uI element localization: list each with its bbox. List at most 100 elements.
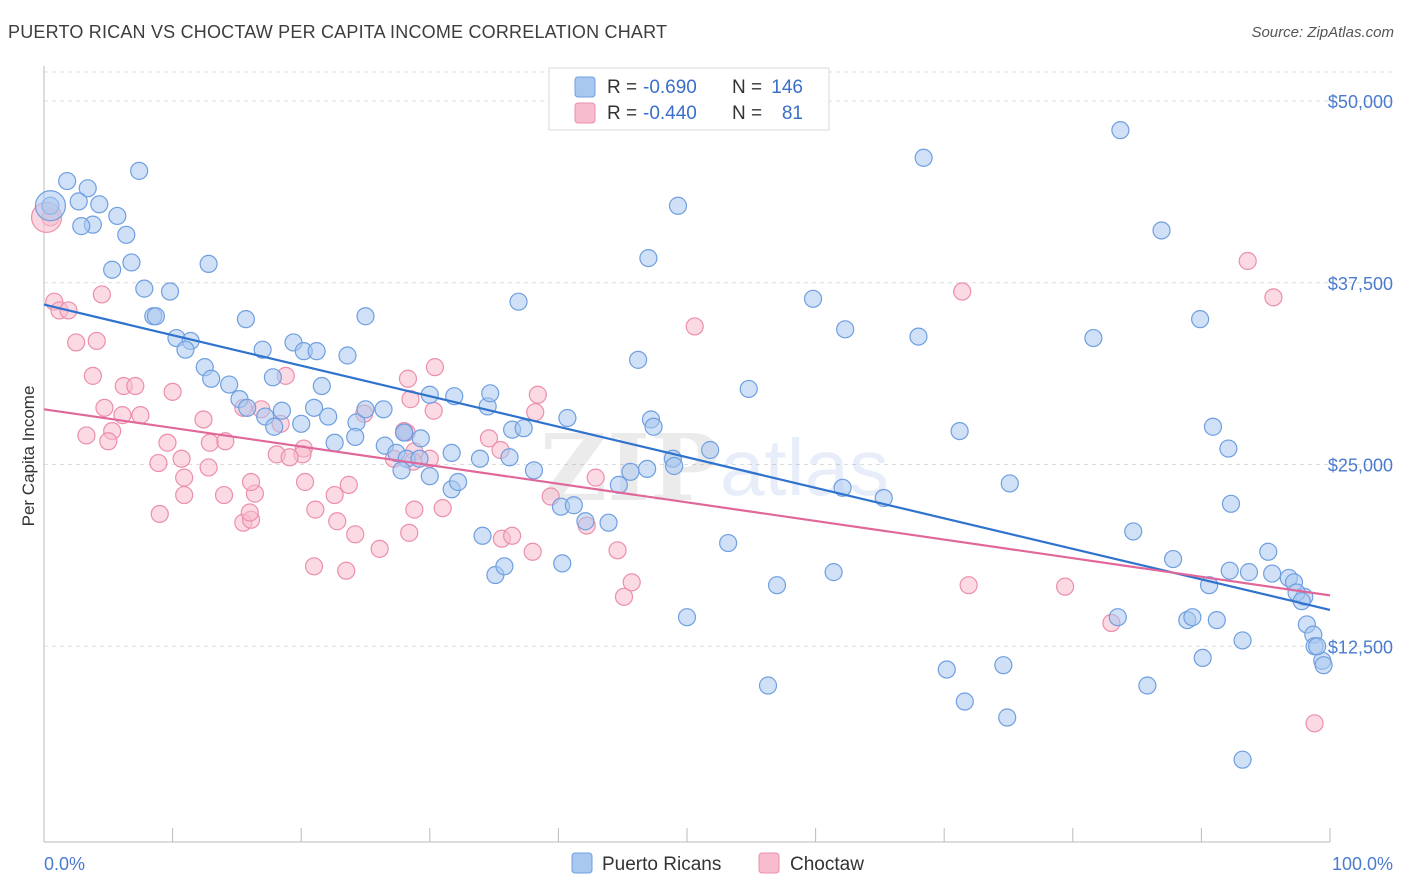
bottom-legend-label-pink: Choctaw [790, 854, 864, 875]
puerto-rican-point [998, 708, 1017, 727]
puerto-rican-point [394, 423, 414, 442]
puerto-rican-point [146, 307, 165, 326]
puerto-rican-point [338, 346, 357, 365]
puerto-rican-point [564, 496, 583, 515]
puerto-rican-point [130, 161, 149, 180]
legend-r-value-1: -0.690 [643, 77, 697, 98]
trend-lines [43, 303, 1331, 611]
legend-r-label-1: R = [607, 77, 637, 98]
choctaw-point [526, 403, 545, 422]
choctaw-point [126, 376, 145, 396]
puerto-rican-point [500, 448, 519, 467]
puerto-rican-point [739, 379, 758, 399]
choctaw-point [400, 523, 419, 542]
choctaw-point [194, 410, 213, 429]
choctaw-point [685, 317, 704, 336]
puerto-rican-points [34, 121, 1333, 769]
choctaw-point [295, 472, 315, 492]
source-label: Source: ZipAtlas.com [1251, 24, 1394, 41]
legend-n-label-2: N = [732, 103, 762, 124]
y-tick-label: $25,000 [1328, 456, 1393, 476]
puerto-rican-point [514, 419, 533, 438]
puerto-rican-point [629, 350, 648, 369]
choctaw-point [953, 282, 972, 301]
choctaw-point [622, 573, 641, 592]
puerto-rican-point [1124, 522, 1143, 541]
puerto-rican-point [304, 398, 324, 417]
puerto-rican-point [914, 148, 933, 167]
puerto-rican-point [1219, 439, 1238, 458]
puerto-rican-point [1164, 549, 1183, 569]
puerto-rican-point [495, 557, 514, 576]
gridlines [44, 71, 1392, 647]
puerto-rican-point [292, 414, 311, 433]
puerto-rican-point [836, 320, 855, 339]
choctaw-point [304, 557, 324, 576]
puerto-rican-point [1203, 417, 1223, 436]
choctaw-point [608, 541, 627, 560]
legend-swatch-blue [574, 76, 596, 98]
puerto-rican-point [58, 171, 77, 191]
puerto-rican-point [553, 554, 572, 573]
puerto-rican-point [1263, 564, 1282, 583]
choctaw-point [523, 542, 542, 561]
puerto-rican-point [69, 192, 88, 211]
puerto-rican-point [236, 310, 256, 329]
puerto-rican-point [639, 248, 658, 268]
choctaw-point [131, 406, 150, 425]
choctaw-point [95, 398, 114, 417]
choctaw-point [433, 499, 452, 518]
puerto-rican-point [374, 400, 393, 419]
puerto-rican-point [238, 398, 257, 417]
choctaw-point [1238, 251, 1257, 271]
puerto-rican-point [176, 340, 195, 359]
bottom-legend-label-blue: Puerto Ricans [602, 854, 721, 875]
choctaw-point [405, 500, 424, 519]
choctaw-point [150, 504, 169, 524]
legend-n-value-2: 81 [782, 103, 803, 124]
puerto-rican-point [833, 478, 852, 497]
puerto-rican-point [701, 440, 720, 460]
puerto-rican-point [1108, 608, 1127, 627]
choctaw-point [398, 369, 418, 388]
choctaw-point [1055, 577, 1075, 596]
choctaw-point [158, 433, 177, 452]
choctaw-point [214, 485, 234, 505]
choctaw-point [163, 382, 182, 401]
choctaw-point [586, 468, 605, 487]
puerto-rican-point [103, 260, 122, 279]
puerto-rican-point [599, 513, 618, 532]
puerto-rican-point [1233, 631, 1252, 650]
puerto-rican-point [576, 512, 595, 531]
puerto-rican-point [312, 376, 331, 396]
choctaw-point [83, 366, 102, 385]
choctaw-point [241, 472, 261, 492]
y-axis-label: Per Capita Income [19, 386, 38, 527]
choctaw-point [328, 512, 347, 531]
puerto-rican-point [1084, 328, 1103, 348]
puerto-rican-point-large [34, 190, 67, 222]
legend-n-value-1: 146 [771, 77, 803, 98]
puerto-rican-point [1138, 676, 1157, 695]
choctaw-point [87, 331, 106, 351]
puerto-rican-point [638, 459, 657, 478]
puerto-rican-point [621, 462, 640, 481]
choctaw-point [339, 475, 358, 494]
puerto-rican-point [719, 533, 738, 553]
puerto-rican-point [937, 660, 956, 679]
puerto-rican-point [558, 408, 577, 428]
choctaw-point [1305, 714, 1324, 733]
puerto-rican-point [220, 375, 239, 394]
choctaw-point [77, 426, 96, 445]
choctaw-point [200, 433, 219, 452]
puerto-rican-point [442, 443, 461, 463]
watermark-atlas: atlas [720, 423, 889, 512]
x-tick-min: 0.0% [44, 854, 85, 874]
puerto-rican-point [199, 254, 218, 274]
choctaw-point [199, 458, 218, 477]
puerto-rican-point [122, 253, 141, 272]
puerto-rican-point [677, 608, 697, 627]
choctaw-point [149, 453, 168, 473]
puerto-rican-point [1193, 648, 1212, 668]
choctaw-point [959, 576, 978, 595]
